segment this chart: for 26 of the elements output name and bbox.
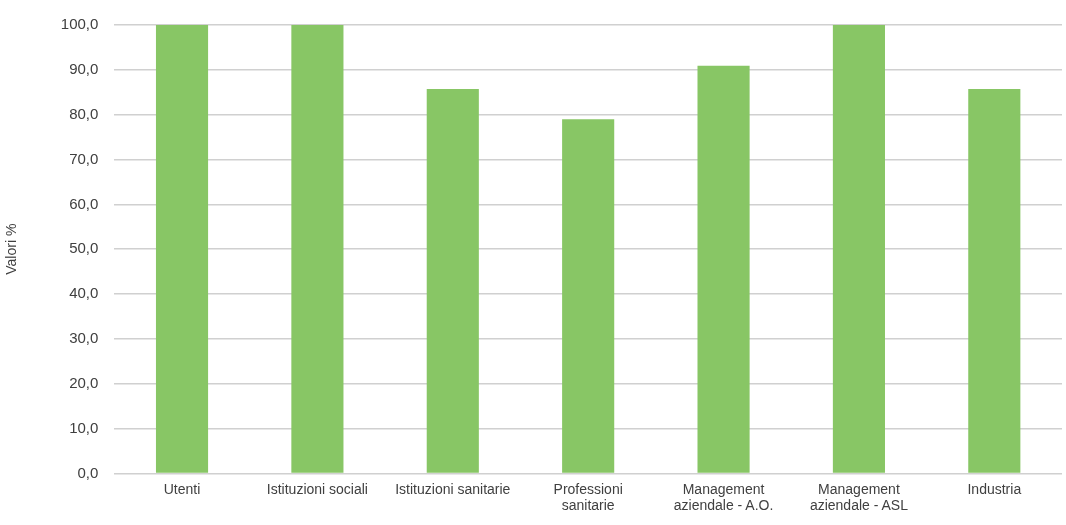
bar	[832, 25, 885, 473]
x-tick-label: Industria	[967, 480, 1022, 497]
bar	[426, 89, 479, 473]
y-axis-title: Valori %	[3, 223, 20, 275]
x-tick-label: Management aziendale - ASL	[809, 480, 909, 514]
bar	[291, 25, 344, 473]
bar	[562, 119, 615, 473]
y-tick-label: 0,0	[77, 463, 99, 481]
y-tick-label: 30,0	[69, 329, 99, 347]
bar	[697, 65, 750, 473]
y-tick-label: 40,0	[69, 284, 99, 302]
x-tick-label: Utenti	[163, 480, 201, 497]
x-tick-label: Istituzioni sanitarie	[395, 480, 511, 497]
y-tick-label: 100,0	[60, 15, 99, 33]
x-tick-label: Management aziendale - A.O.	[673, 480, 774, 514]
x-tick-label: Professioni sanitarie	[553, 480, 623, 514]
y-tick-label: 10,0	[69, 418, 99, 436]
x-tick-label: Istituzioni sociali	[266, 480, 368, 497]
y-tick-label: 50,0	[69, 239, 99, 257]
y-tick-label: 80,0	[69, 104, 99, 122]
y-tick-label: 20,0	[69, 373, 99, 391]
bar	[155, 25, 209, 473]
bar	[968, 89, 1021, 473]
y-tick-label: 60,0	[69, 194, 99, 212]
y-tick-label: 70,0	[69, 149, 99, 167]
y-tick-label: 90,0	[69, 59, 99, 77]
